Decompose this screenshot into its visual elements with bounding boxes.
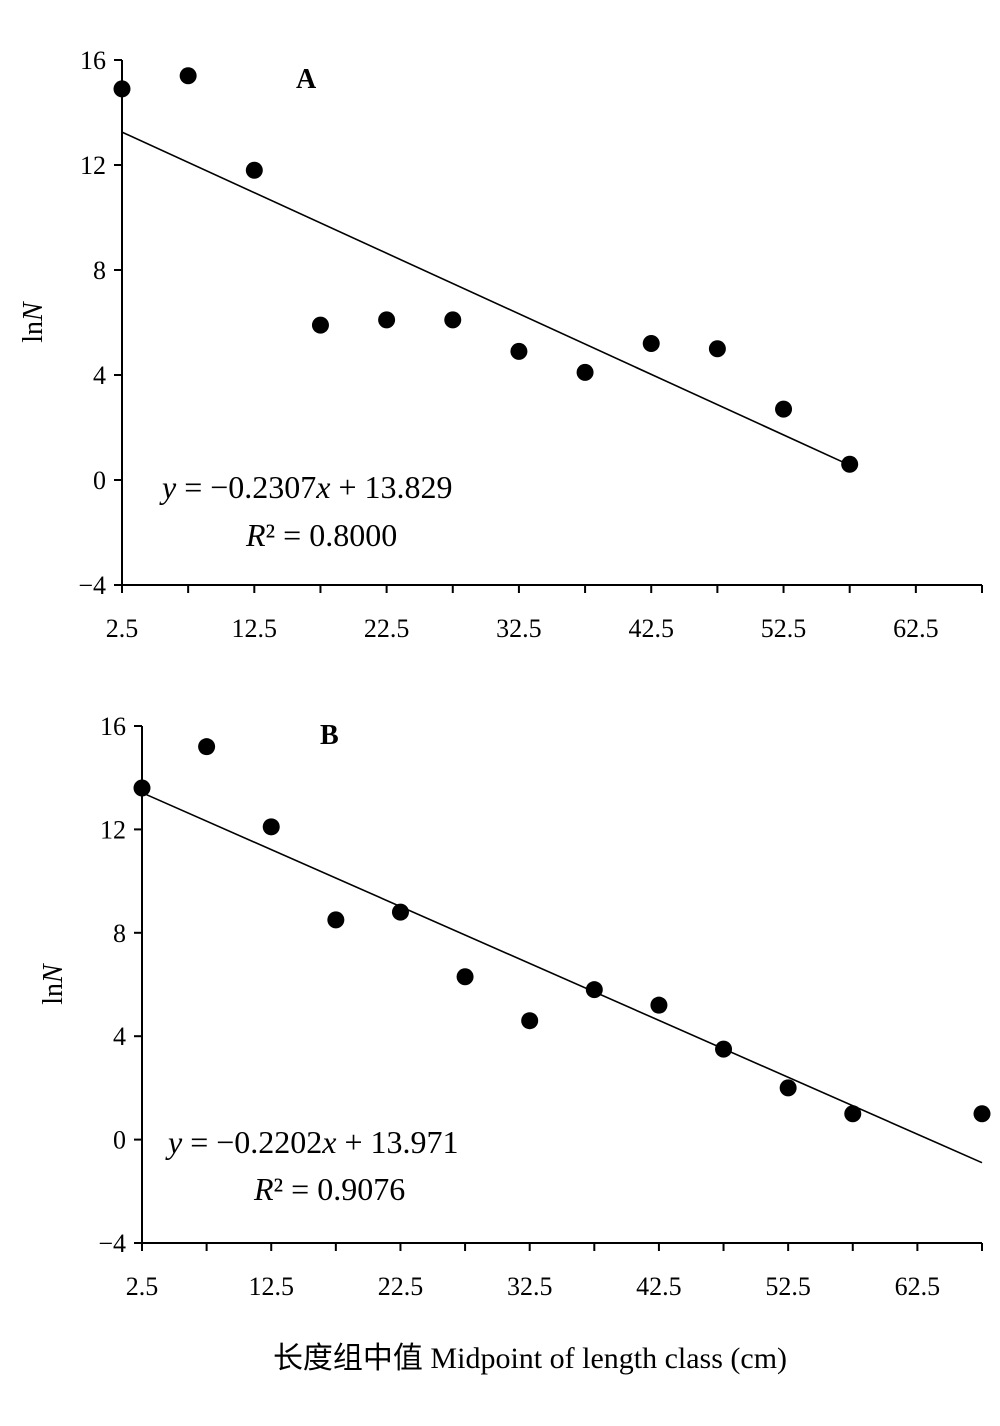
x-tick-label: 62.5 [893,614,939,643]
data-point [179,67,197,85]
data-point [245,161,263,179]
regression-equation: y = −0.2307x + 13.829 [159,469,453,505]
y-tick-label: 0 [113,1126,126,1155]
data-point [650,996,668,1014]
data-point [113,80,131,98]
panel-b: 16 12 8 4 0 −42.5 12.5 22.5 32.5 42.5 52.5 62.5 lnN B… [38,712,991,1301]
data-point [262,818,280,836]
data-point [327,911,345,929]
x-tick-label: 22.5 [378,1272,424,1301]
regression-equation: y = −0.2202x + 13.971 [165,1124,459,1160]
x-tick-label: 62.5 [895,1272,941,1301]
panel-a: 16 12 8 4 0 −42.5 12.5 22.5 32.5 42.5 52.5 62.5 lnN A… [18,46,983,643]
y-axis-label: lnN [18,301,49,343]
y-tick-label: 4 [113,1022,126,1051]
data-point [576,363,594,381]
x-tick-label: 42.5 [628,614,674,643]
x-tick-label: 32.5 [496,614,542,643]
y-tick-label: 8 [93,256,106,285]
r-squared: R² = 0.8000 [245,517,397,553]
x-tick-label: 12.5 [232,614,278,643]
data-point [521,1012,539,1030]
data-point [133,779,151,797]
y-axis-label: lnN [38,963,69,1005]
data-point [456,968,474,986]
data-point [715,1040,733,1058]
panel-label: A [296,64,317,95]
y-tick-label: 4 [93,361,106,390]
data-point [779,1079,797,1097]
x-tick-label: 52.5 [761,614,807,643]
data-point [844,1105,862,1123]
data-point [378,311,396,329]
x-tick-label: 22.5 [364,614,410,643]
data-point [444,311,462,329]
x-tick-label: 2.5 [126,1272,159,1301]
data-point [311,316,329,334]
y-tick-label: 12 [80,151,106,180]
panel-label: B [320,720,339,751]
y-tick-label: −4 [98,1229,126,1258]
y-tick-label: 16 [100,712,126,741]
data-point [510,342,528,360]
trendline [121,131,851,466]
data-point [775,400,793,418]
y-tick-label: 16 [80,46,106,75]
y-tick-label: 12 [100,815,126,844]
data-point [642,335,660,352]
r-squared: R² = 0.9076 [253,1171,405,1207]
y-tick-label: −4 [78,571,106,600]
data-point [585,981,603,999]
y-tick-label: 8 [113,919,126,948]
data-point [198,738,216,756]
x-tick-label: 52.5 [765,1272,811,1301]
data-point [841,455,859,473]
x-tick-label: 32.5 [507,1272,553,1301]
x-tick-label: 2.5 [106,614,139,643]
x-tick-label: 12.5 [248,1272,294,1301]
y-tick-label: 0 [93,466,106,495]
data-point [973,1105,991,1123]
data-point [708,340,726,358]
data-point [391,903,409,921]
x-axis-label: 长度组中值 Midpoint of length class (cm) [273,1342,787,1375]
trendline [141,791,983,1164]
x-tick-label: 42.5 [636,1272,682,1301]
